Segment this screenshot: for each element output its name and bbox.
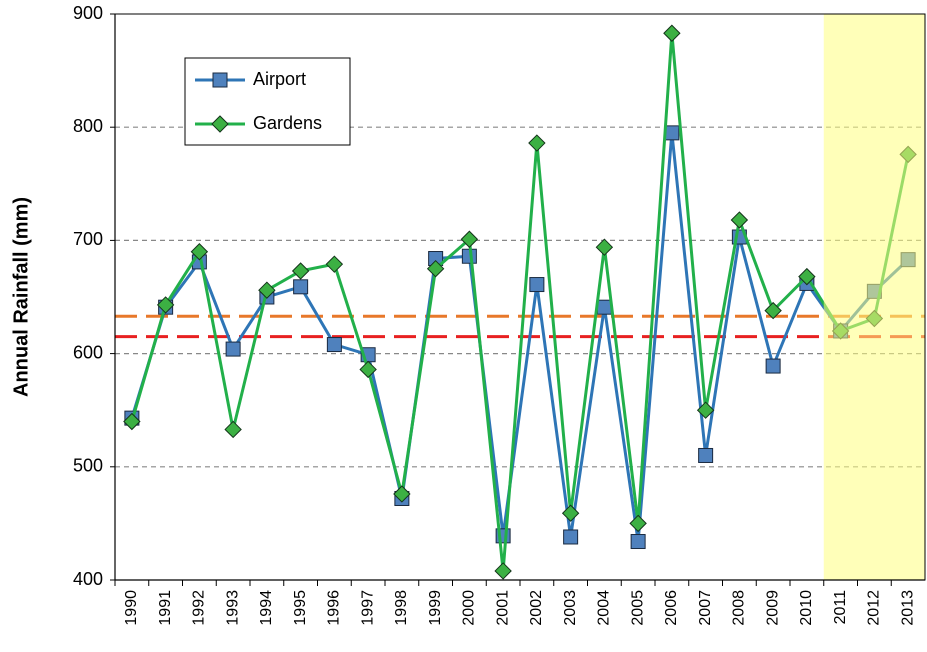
marker (325, 255, 344, 273)
highlight-region (823, 14, 925, 580)
marker (528, 134, 546, 152)
marker (359, 360, 377, 379)
x-tick-label: 2006 (663, 590, 680, 626)
x-tick-label: 1992 (191, 590, 208, 626)
x-tick-label: 1997 (359, 590, 376, 626)
y-tick-label: 700 (73, 229, 103, 249)
marker (765, 358, 781, 374)
series-line (130, 132, 910, 542)
marker (664, 125, 680, 141)
legend-label: Airport (253, 69, 306, 89)
marker (293, 279, 309, 295)
x-tick-label: 2010 (798, 590, 815, 626)
marker (561, 504, 580, 522)
x-tick-label: 2000 (461, 590, 478, 626)
marker (123, 412, 141, 431)
marker (211, 115, 229, 133)
marker (212, 72, 228, 88)
marker (258, 281, 276, 299)
x-tick-label: 1998 (393, 590, 410, 626)
marker (225, 341, 241, 357)
marker (426, 259, 445, 278)
x-tick-label: 2009 (764, 590, 781, 626)
marker (798, 267, 816, 286)
y-tick-label: 800 (73, 116, 103, 136)
x-tick-label: 1993 (224, 590, 241, 626)
x-tick-label: 2011 (832, 590, 849, 625)
x-tick-label: 1995 (292, 590, 309, 626)
x-tick-label: 1991 (157, 590, 174, 626)
marker (190, 243, 209, 261)
marker (494, 562, 512, 580)
marker (730, 211, 749, 229)
marker (460, 230, 479, 248)
y-tick-label: 500 (73, 456, 103, 476)
marker (698, 447, 714, 463)
marker (529, 277, 545, 293)
marker (326, 337, 342, 353)
marker (224, 420, 242, 439)
x-tick-label: 2004 (596, 590, 613, 626)
x-tick-label: 1990 (123, 590, 140, 626)
series-line (130, 33, 910, 572)
legend-label: Gardens (253, 113, 322, 133)
marker (156, 296, 175, 314)
x-tick-label: 2001 (494, 590, 511, 626)
y-tick-label: 900 (73, 3, 103, 23)
x-tick-label: 2003 (562, 590, 579, 626)
marker (696, 401, 715, 419)
y-tick-label: 600 (73, 342, 103, 362)
x-tick-label: 2008 (731, 590, 748, 626)
x-tick-label: 1999 (427, 590, 444, 626)
x-tick-label: 2012 (866, 590, 883, 626)
y-tick-label: 400 (73, 569, 103, 589)
marker (630, 534, 646, 550)
plot-frame (114, 13, 926, 581)
y-axis-label: Annual Rainfall (mm) (10, 197, 32, 397)
marker (764, 301, 782, 320)
marker (563, 529, 579, 545)
marker (596, 299, 612, 315)
marker (663, 24, 681, 42)
x-tick-label: 2007 (697, 590, 714, 626)
marker (595, 238, 614, 256)
marker (629, 514, 647, 533)
marker (393, 485, 411, 503)
x-tick-label: 1994 (258, 590, 275, 626)
x-tick-label: 1996 (326, 590, 343, 626)
marker (291, 262, 310, 280)
x-tick-label: 2005 (629, 590, 646, 626)
x-tick-label: 2013 (899, 590, 916, 626)
x-tick-label: 2002 (528, 590, 545, 626)
